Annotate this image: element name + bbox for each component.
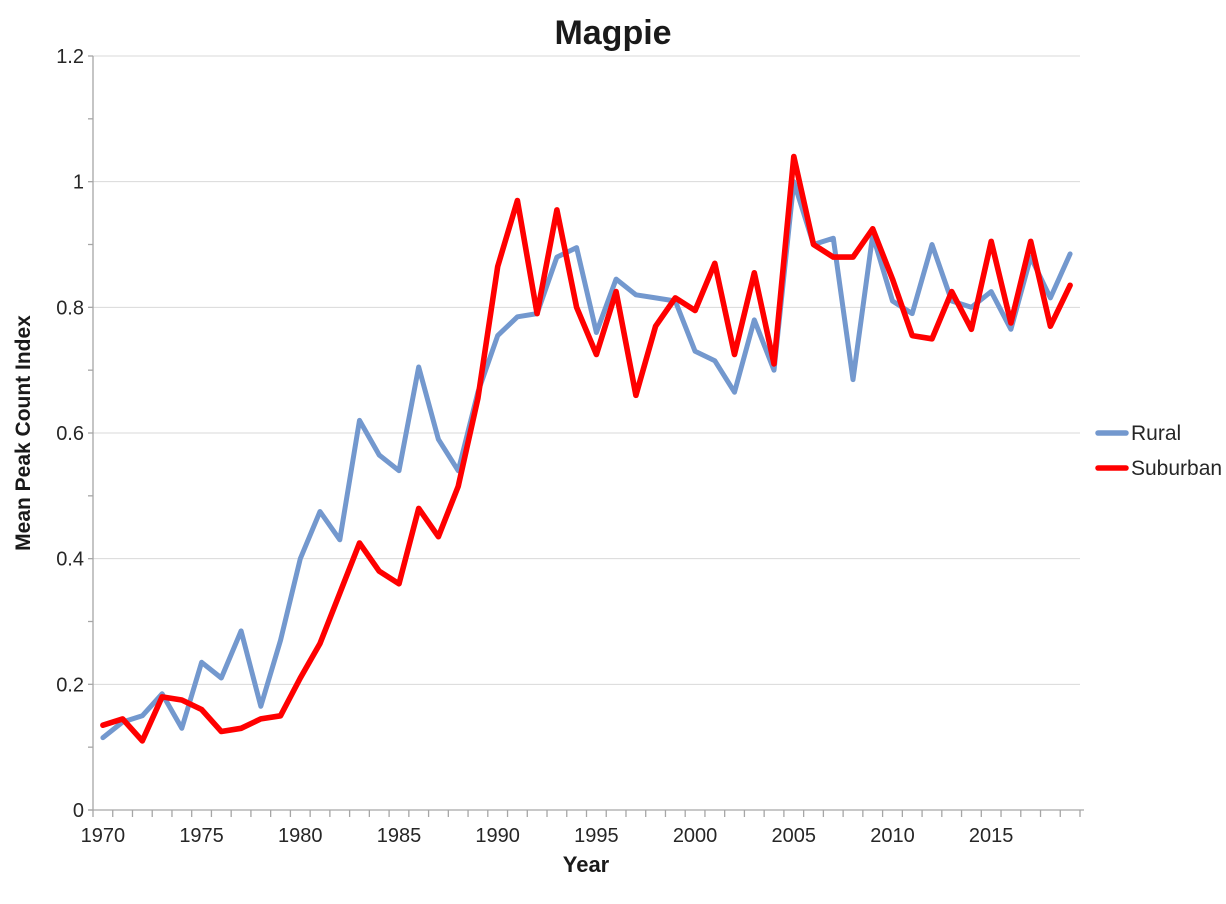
x-tick-label: 2000 bbox=[673, 825, 718, 847]
x-tick-label: 1975 bbox=[179, 825, 224, 847]
x-axis-title: Year bbox=[563, 852, 610, 877]
legend-item-rural: Rural bbox=[1095, 422, 1181, 445]
legend-label-suburban: Suburban bbox=[1131, 457, 1222, 480]
x-axis-ticks bbox=[92, 810, 1081, 817]
series-suburban-line bbox=[100, 153, 1073, 744]
x-tick-label: 2015 bbox=[969, 825, 1014, 847]
y-tick-label: 0.6 bbox=[56, 423, 84, 445]
x-tick-label: 2010 bbox=[870, 825, 915, 847]
x-tick-label: 1990 bbox=[475, 825, 520, 847]
x-tick-label: 2005 bbox=[772, 825, 817, 847]
chart-title: Magpie bbox=[554, 14, 671, 52]
y-tick-label: 1.2 bbox=[56, 46, 84, 68]
y-tick-label: 0.2 bbox=[56, 674, 84, 696]
series-rural-line bbox=[100, 179, 1073, 741]
x-tick-label: 1970 bbox=[81, 825, 126, 847]
legend-item-suburban: Suburban bbox=[1095, 457, 1222, 480]
y-tick-label: 0.8 bbox=[56, 297, 84, 319]
x-tick-label: 1985 bbox=[377, 825, 422, 847]
y-axis-ticks bbox=[88, 55, 93, 811]
y-tick-label: 1 bbox=[73, 172, 84, 194]
x-tick-label: 1995 bbox=[574, 825, 619, 847]
legend: Rural Suburban bbox=[1095, 422, 1222, 480]
y-tick-label: 0 bbox=[73, 800, 84, 822]
y-axis-title: Mean Peak Count Index bbox=[12, 315, 35, 551]
legend-label-rural: Rural bbox=[1131, 422, 1181, 445]
x-tick-label: 1980 bbox=[278, 825, 323, 847]
y-tick-label: 0.4 bbox=[56, 549, 84, 571]
gridlines bbox=[93, 55, 1080, 685]
y-axis-tick-labels: 0 0.2 0.4 0.6 0.8 1 1.2 bbox=[56, 46, 84, 822]
x-axis-tick-labels: 1970 1975 1980 1985 1990 1995 2000 2005 2010 2015 bbox=[81, 825, 1014, 847]
